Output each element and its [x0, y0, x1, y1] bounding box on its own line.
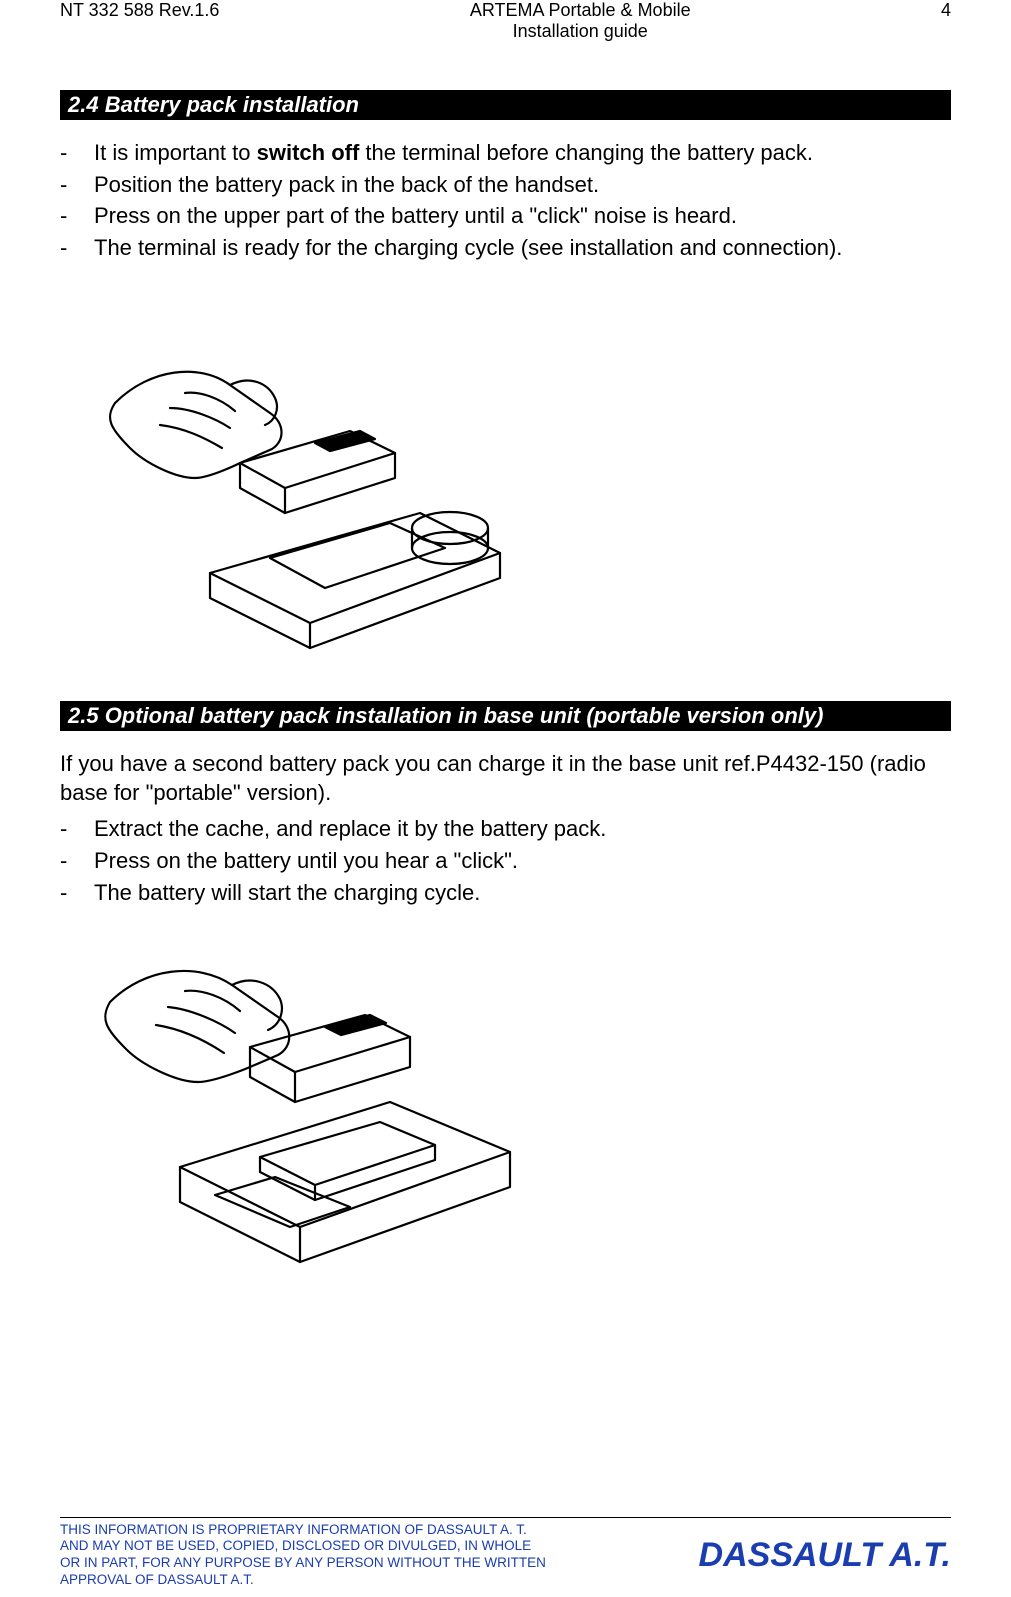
bullet-dash: - [60, 846, 94, 876]
page-header: NT 332 588 Rev.1.6 ARTEMA Portable & Mob… [60, 0, 951, 42]
bullet-dash: - [60, 170, 94, 200]
bullet-content: Press on the upper part of the battery u… [94, 201, 951, 231]
header-doc-ref: NT 332 588 Rev.1.6 [60, 0, 219, 21]
illustration-icon [90, 313, 520, 653]
text-run: the terminal before changing the battery… [359, 140, 813, 165]
text-bold: switch off [257, 140, 360, 165]
bullet-content: Extract the cache, and replace it by the… [94, 814, 951, 844]
header-page-number: 4 [941, 0, 951, 21]
figure-battery-into-base [90, 927, 951, 1277]
bullet-content: The terminal is ready for the charging c… [94, 233, 951, 263]
list-item: - The battery will start the charging cy… [60, 878, 951, 908]
bullet-content: The battery will start the charging cycl… [94, 878, 951, 908]
list-item: - The terminal is ready for the charging… [60, 233, 951, 263]
section-2-5-intro: If you have a second battery pack you ca… [60, 749, 951, 808]
list-item: - Position the battery pack in the back … [60, 170, 951, 200]
page-footer: THIS INFORMATION IS PROPRIETARY INFORMAT… [60, 1517, 951, 1590]
bullet-content: It is important to switch off the termin… [94, 138, 951, 168]
header-title: ARTEMA Portable & Mobile Installation gu… [470, 0, 691, 42]
company-logo-text: DASSAULT A.T. [699, 1536, 951, 1575]
section-heading-2-4: 2.4 Battery pack installation [60, 90, 951, 120]
list-item: - Press on the battery until you hear a … [60, 846, 951, 876]
bullet-content: Press on the battery until you hear a "c… [94, 846, 951, 876]
illustration-icon [90, 927, 530, 1277]
section-heading-2-5: 2.5 Optional battery pack installation i… [60, 701, 951, 731]
list-item: - Extract the cache, and replace it by t… [60, 814, 951, 844]
proprietary-notice: THIS INFORMATION IS PROPRIETARY INFORMAT… [60, 1522, 546, 1590]
section-2-5-list: - Extract the cache, and replace it by t… [60, 814, 951, 907]
footer-row: THIS INFORMATION IS PROPRIETARY INFORMAT… [60, 1522, 951, 1590]
figure-battery-into-handset [90, 313, 951, 653]
page: NT 332 588 Rev.1.6 ARTEMA Portable & Mob… [0, 0, 1011, 1597]
bullet-content: Position the battery pack in the back of… [94, 170, 951, 200]
text-run: It is important to [94, 140, 257, 165]
footer-rule [60, 1517, 951, 1518]
bullet-dash: - [60, 201, 94, 231]
list-item: - Press on the upper part of the battery… [60, 201, 951, 231]
bullet-dash: - [60, 878, 94, 908]
bullet-dash: - [60, 814, 94, 844]
list-item: - It is important to switch off the term… [60, 138, 951, 168]
section-2-4-list: - It is important to switch off the term… [60, 138, 951, 263]
bullet-dash: - [60, 138, 94, 168]
bullet-dash: - [60, 233, 94, 263]
